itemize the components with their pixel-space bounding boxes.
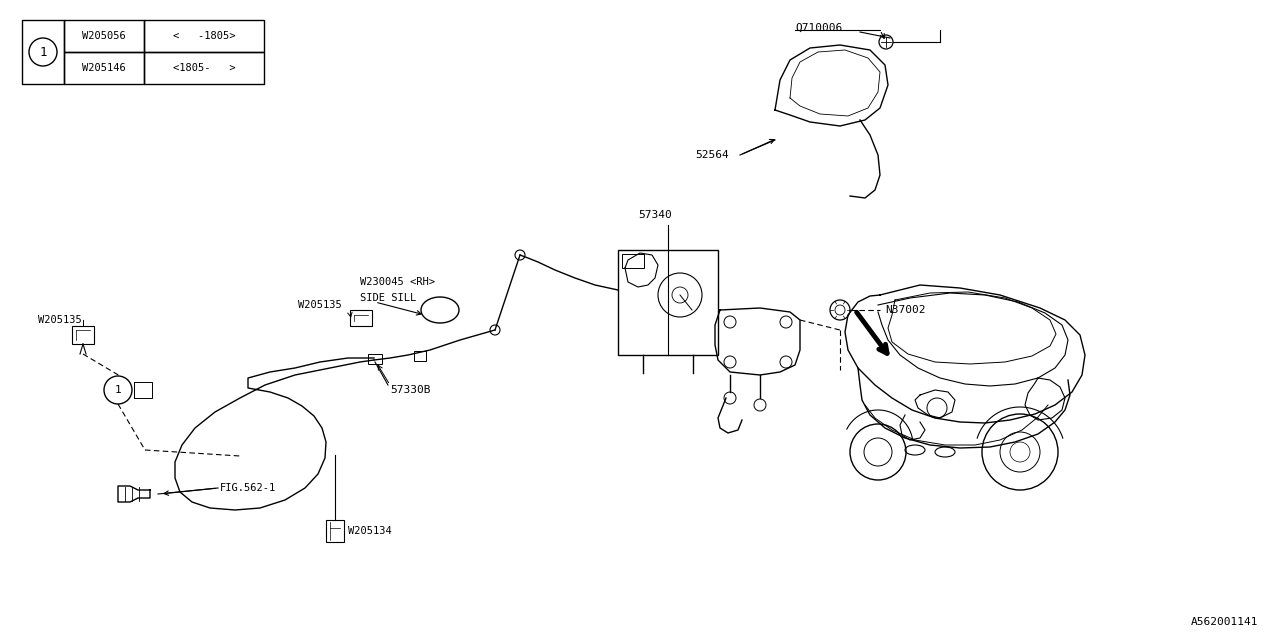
Bar [64,20,145,52]
Bar [349,310,372,326]
Text: A562001141: A562001141 [1190,617,1258,627]
Bar [369,354,381,364]
Text: FIG.562-1: FIG.562-1 [220,483,276,493]
Bar [64,52,145,84]
Bar [618,250,718,355]
Text: W205135: W205135 [38,315,82,325]
Bar [145,52,264,84]
Text: 57330B: 57330B [390,385,430,395]
Text: W205135: W205135 [298,300,342,310]
Text: 52564: 52564 [695,150,728,160]
Text: 57340: 57340 [637,210,672,220]
Text: N37002: N37002 [884,305,925,315]
Text: W205056: W205056 [82,31,125,41]
Bar [413,351,426,361]
Text: W205134: W205134 [348,526,392,536]
Bar [145,20,264,52]
Bar [326,520,344,542]
Bar [622,254,644,268]
Bar [22,20,64,84]
Text: <1805-   >: <1805- > [173,63,236,73]
Text: W230045 <RH>: W230045 <RH> [360,277,435,287]
Text: <   -1805>: < -1805> [173,31,236,41]
Text: SIDE SILL: SIDE SILL [360,293,416,303]
Text: 1: 1 [40,45,47,58]
Bar [134,382,152,398]
Text: 1: 1 [115,385,122,395]
Bar [72,326,93,344]
Text: Q710006: Q710006 [795,23,842,33]
Text: W205146: W205146 [82,63,125,73]
